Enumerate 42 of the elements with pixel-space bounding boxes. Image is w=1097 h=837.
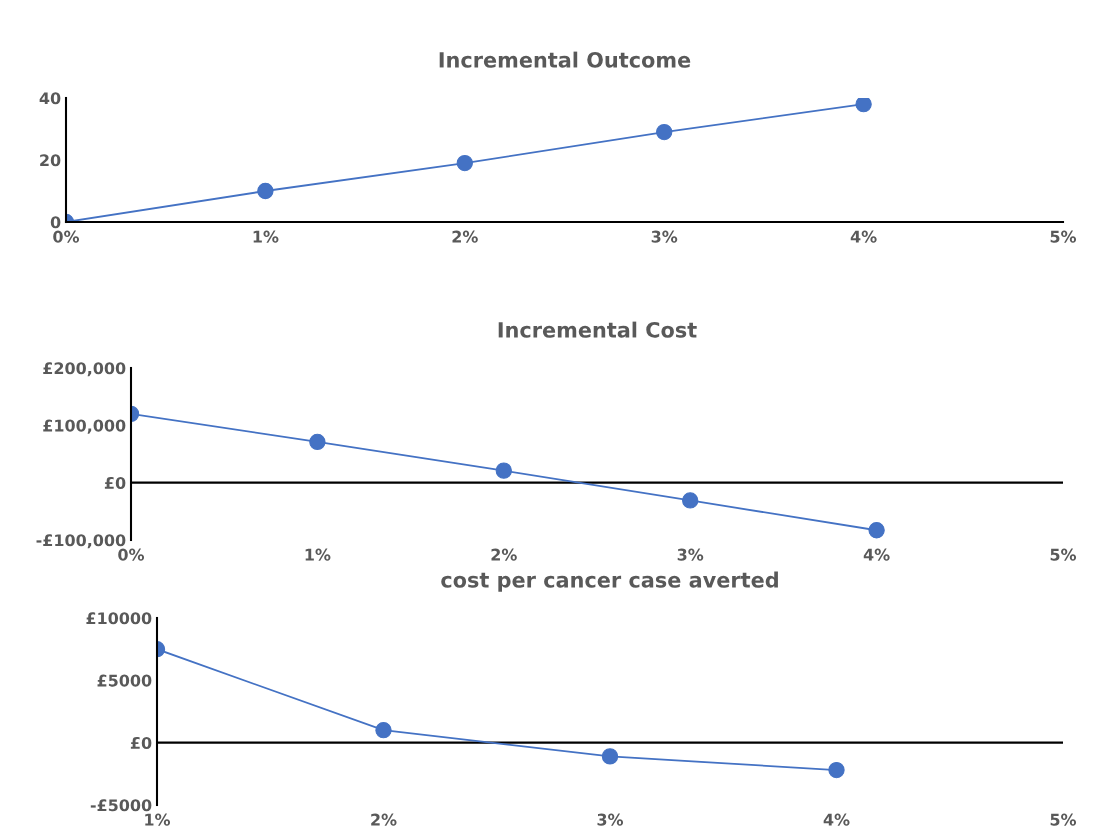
point	[257, 182, 274, 200]
point	[309, 433, 326, 451]
x-tick-label: 2%	[491, 548, 517, 561]
y-tick-label: £100,000	[43, 419, 126, 434]
point	[656, 123, 673, 141]
point	[828, 761, 845, 779]
x-tick-label: 4%	[863, 548, 890, 561]
x-tick-label: 2%	[452, 230, 478, 243]
y-tick-label: £10000	[86, 612, 152, 625]
x-tick-label: 5%	[1050, 230, 1077, 243]
point	[855, 98, 872, 113]
y-tick-label: £0	[104, 476, 126, 489]
chart-title: Incremental Outcome	[439, 51, 691, 68]
x-tick-label: 5%	[1050, 548, 1077, 561]
y-tick-label: £200,000	[43, 362, 126, 377]
x-tick-label: 4%	[850, 230, 877, 243]
point	[495, 462, 512, 479]
y-tick-label: -£100,000	[36, 534, 126, 549]
point	[868, 522, 885, 539]
y-tick-label: 20	[40, 154, 61, 167]
x-tick-label: 3%	[597, 813, 624, 826]
x-tick-label: 1%	[305, 548, 331, 561]
x-tick-label: 3%	[677, 548, 704, 561]
point	[375, 722, 392, 739]
chart-title: cost per cancer case averted	[441, 571, 778, 592]
y-tick-label: £5000	[97, 674, 152, 687]
x-tick-label: 1%	[145, 813, 171, 826]
y-tick-label: 40	[39, 92, 61, 105]
x-tick-label: 3%	[651, 230, 678, 243]
x-tick-label: 2%	[371, 813, 397, 826]
x-tick-label: 4%	[823, 813, 850, 826]
x-tick-label: 1%	[253, 230, 279, 243]
x-tick-label: 0%	[118, 548, 145, 561]
y-tick-label: -£5000	[90, 799, 152, 812]
point	[682, 492, 699, 509]
chart-title: Incremental Cost	[498, 321, 697, 338]
y-tick-label: 0	[50, 216, 61, 229]
point	[456, 154, 473, 172]
point	[601, 748, 619, 765]
x-tick-label: 0%	[53, 230, 80, 243]
x-tick-label: 5%	[1050, 813, 1077, 826]
y-tick-label: £0	[130, 736, 152, 749]
